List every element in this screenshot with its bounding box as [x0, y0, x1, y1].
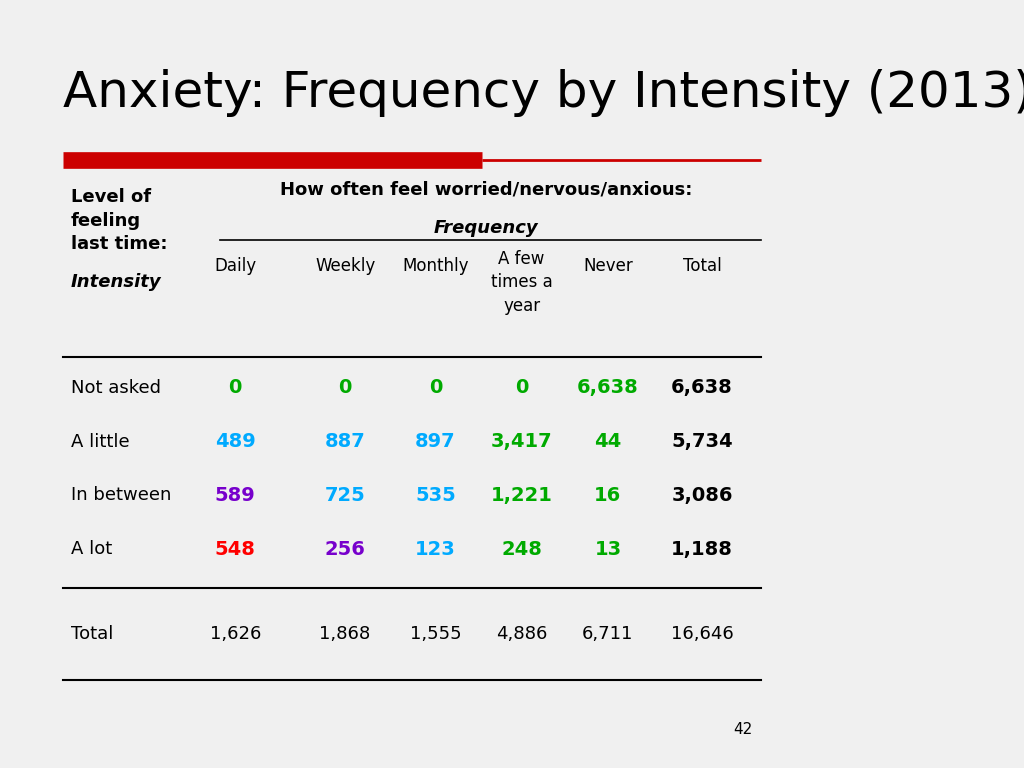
Text: Weekly: Weekly [315, 257, 375, 275]
Text: 1,868: 1,868 [319, 624, 371, 643]
Text: 589: 589 [215, 486, 256, 505]
Text: 16: 16 [594, 486, 622, 505]
Text: 0: 0 [515, 379, 528, 397]
Text: Total: Total [683, 257, 721, 275]
Text: 42: 42 [734, 722, 753, 737]
Text: Level of
feeling
last time:: Level of feeling last time: [71, 188, 167, 253]
Text: 1,555: 1,555 [410, 624, 461, 643]
Text: 1,221: 1,221 [490, 486, 553, 505]
Text: Total: Total [71, 624, 113, 643]
Text: Frequency: Frequency [434, 219, 539, 237]
Text: 16,646: 16,646 [671, 624, 733, 643]
Text: How often feel worried/nervous/anxious:: How often feel worried/nervous/anxious: [281, 180, 692, 198]
Text: 123: 123 [415, 540, 456, 558]
Text: 897: 897 [415, 432, 456, 451]
Text: 0: 0 [338, 379, 352, 397]
Text: 535: 535 [415, 486, 456, 505]
Text: 887: 887 [325, 432, 366, 451]
Text: 6,638: 6,638 [671, 379, 733, 397]
Text: 44: 44 [594, 432, 622, 451]
Text: 13: 13 [594, 540, 622, 558]
Text: 725: 725 [325, 486, 366, 505]
Text: 248: 248 [501, 540, 542, 558]
Text: Anxiety: Frequency by Intensity (2013): Anxiety: Frequency by Intensity (2013) [62, 69, 1024, 118]
Text: 5,734: 5,734 [671, 432, 733, 451]
Text: 1,626: 1,626 [210, 624, 261, 643]
Text: 6,638: 6,638 [577, 379, 639, 397]
Text: 0: 0 [228, 379, 242, 397]
Text: Never: Never [583, 257, 633, 275]
Text: 256: 256 [325, 540, 366, 558]
Text: 548: 548 [215, 540, 256, 558]
Text: 489: 489 [215, 432, 256, 451]
Text: 0: 0 [429, 379, 442, 397]
Text: A few
times a
year: A few times a year [490, 250, 553, 315]
Text: 4,886: 4,886 [496, 624, 547, 643]
Text: 3,417: 3,417 [490, 432, 552, 451]
Text: In between: In between [71, 486, 171, 505]
Text: Not asked: Not asked [71, 379, 161, 397]
Text: 6,711: 6,711 [583, 624, 634, 643]
Text: A lot: A lot [71, 540, 112, 558]
Text: A little: A little [71, 432, 129, 451]
Text: 3,086: 3,086 [672, 486, 733, 505]
Text: Monthly: Monthly [402, 257, 469, 275]
Text: Intensity: Intensity [71, 273, 161, 290]
Text: Daily: Daily [214, 257, 256, 275]
Text: 1,188: 1,188 [671, 540, 733, 558]
